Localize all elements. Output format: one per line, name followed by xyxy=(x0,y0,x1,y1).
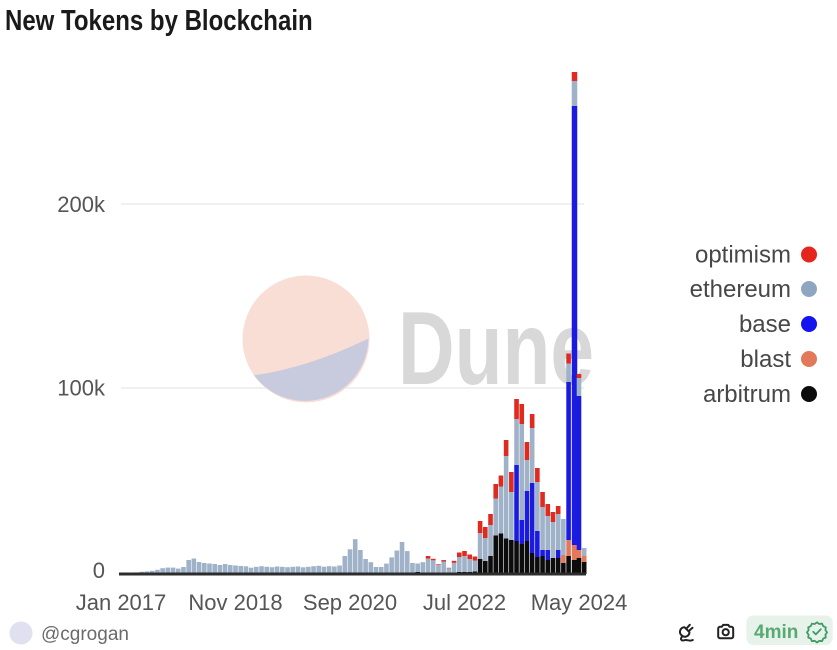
svg-text:base: base xyxy=(739,311,791,338)
svg-text:200k: 200k xyxy=(57,192,106,217)
svg-text:Jan 2017: Jan 2017 xyxy=(76,590,167,615)
svg-text:ethereum: ethereum xyxy=(690,276,791,303)
svg-text:Sep 2020: Sep 2020 xyxy=(303,590,397,615)
svg-text:Jul 2022: Jul 2022 xyxy=(423,590,506,615)
svg-text:arbitrum: arbitrum xyxy=(703,381,791,408)
svg-text:4min: 4min xyxy=(754,622,798,643)
svg-text:100k: 100k xyxy=(57,376,106,401)
svg-text:optimism: optimism xyxy=(695,242,791,269)
svg-text:blast: blast xyxy=(740,346,791,373)
svg-text:Nov 2018: Nov 2018 xyxy=(188,590,282,615)
svg-text:Dune: Dune xyxy=(398,291,594,407)
svg-text:May 2024: May 2024 xyxy=(531,590,628,615)
svg-text:0: 0 xyxy=(93,558,105,583)
svg-text:@cgrogan: @cgrogan xyxy=(41,624,129,645)
